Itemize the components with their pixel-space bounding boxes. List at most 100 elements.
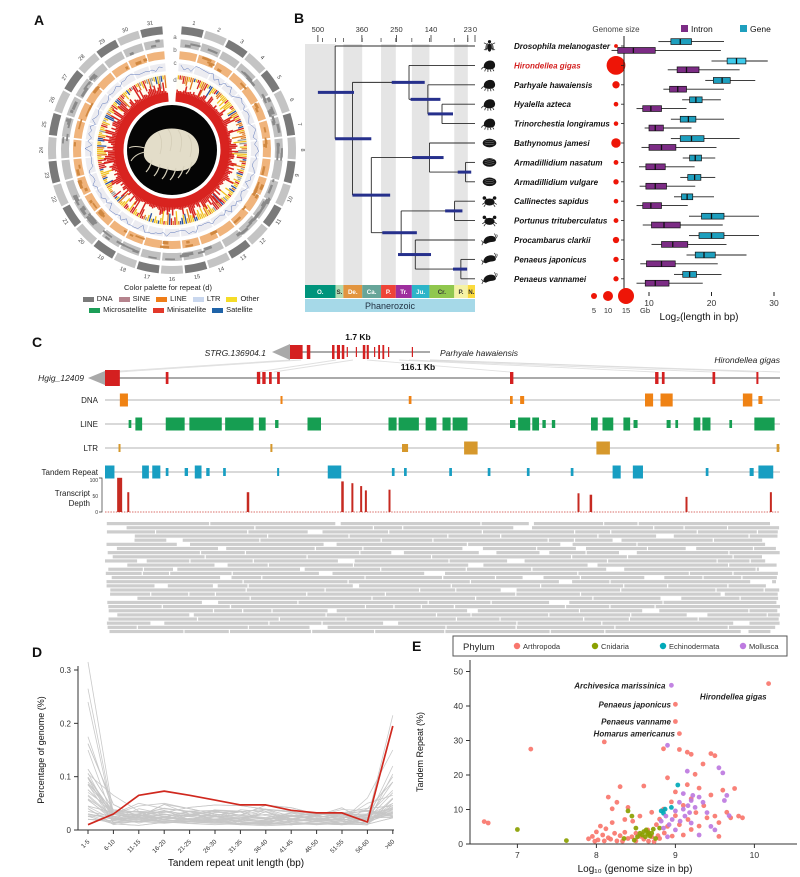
- svg-text:250: 250: [390, 25, 403, 34]
- species-icon-shrimp: [481, 233, 498, 246]
- scatter-series-cnidaria: [515, 808, 662, 843]
- species-icon-amphipod: [481, 118, 496, 131]
- legend-swatch-microsatellite: [89, 307, 101, 313]
- legend-swatch-line: [156, 296, 168, 302]
- species-icon-isopod: [482, 157, 497, 168]
- svg-text:31: 31: [147, 20, 154, 27]
- svg-text:41-45: 41-45: [278, 838, 295, 855]
- svg-text:3: 3: [239, 39, 245, 46]
- svg-text:5: 5: [275, 75, 282, 81]
- species-icon-shrimp: [481, 272, 498, 285]
- svg-text:Portunus trituberculatus: Portunus trituberculatus: [514, 217, 608, 226]
- period-bands: [305, 44, 468, 285]
- track-dna: DNA: [81, 393, 780, 407]
- svg-text:Phylum: Phylum: [463, 642, 495, 653]
- svg-text:Gene: Gene: [750, 24, 771, 34]
- track-ltr: LTR: [83, 441, 780, 455]
- panel-a-repeat-legend: Color palette for repeat (d) DNA SINE LINE…: [36, 282, 300, 315]
- svg-text:1-5: 1-5: [80, 838, 92, 850]
- svg-text:Echinodermata: Echinodermata: [669, 642, 720, 651]
- svg-text:Transcript: Transcript: [55, 489, 91, 498]
- svg-text:30: 30: [769, 298, 779, 308]
- svg-text:Intron: Intron: [691, 24, 713, 34]
- svg-text:56-60: 56-60: [354, 838, 371, 855]
- svg-text:Hirondellea gigas: Hirondellea gigas: [514, 61, 581, 70]
- svg-text:Log₂(length in bp): Log₂(length in bp): [660, 312, 739, 323]
- bottom-gene-model: Hgig_12409 116.1 Kb Hirondellea gigas: [38, 355, 781, 386]
- svg-text:LTR: LTR: [83, 444, 98, 453]
- svg-text:13: 13: [239, 254, 248, 262]
- svg-text:Percentage of genome (%): Percentage of genome (%): [36, 696, 46, 804]
- gray-species-lines: [87, 661, 394, 827]
- svg-text:40: 40: [454, 701, 464, 711]
- svg-text:0: 0: [95, 510, 98, 516]
- svg-text:Tandem repeat unit length (bp): Tandem repeat unit length (bp): [168, 858, 304, 869]
- svg-text:10: 10: [604, 306, 612, 315]
- species-icon-fly: [483, 39, 496, 53]
- svg-text:0: 0: [458, 839, 463, 849]
- svg-text:26: 26: [49, 96, 57, 104]
- svg-text:Cnidaria: Cnidaria: [601, 642, 630, 651]
- svg-text:0: 0: [473, 25, 477, 34]
- red-highlight-line: [87, 725, 394, 826]
- svg-text:0.1: 0.1: [60, 773, 72, 782]
- svg-text:27: 27: [61, 73, 69, 82]
- svg-text:6: 6: [288, 97, 295, 102]
- svg-text:11-15: 11-15: [126, 838, 142, 854]
- species-icon-crab: [481, 195, 498, 208]
- svg-text:1.7 Kb: 1.7 Kb: [345, 332, 371, 342]
- time-axis: 500 360 250 140 23 0: [312, 25, 477, 42]
- scatter-series-echinodermata: [658, 782, 681, 816]
- svg-text:N.: N.: [468, 289, 474, 296]
- svg-text:Drosophila melanogaster: Drosophila melanogaster: [514, 42, 611, 51]
- svg-text:c: c: [173, 60, 176, 67]
- svg-text:51-55: 51-55: [329, 838, 346, 855]
- svg-text:P.: P.: [458, 289, 463, 296]
- species-icon-amphipod: [481, 79, 496, 92]
- svg-text:16-20: 16-20: [151, 838, 168, 855]
- svg-text:STRG.136904.1: STRG.136904.1: [205, 348, 267, 358]
- species-icon-isopod: [482, 177, 497, 187]
- legend-swatch-sine: [118, 296, 130, 302]
- svg-text:4: 4: [259, 55, 265, 61]
- scatter-series-arthropoda: [481, 681, 771, 844]
- scatter-points: [481, 681, 771, 844]
- svg-text:Ju.: Ju.: [416, 289, 425, 296]
- panel-b-phylogeny-boxplot: 500 360 250 140 23 0 O. S. De. Ca. P. Tr. Ju. Cr. P. N.…: [305, 24, 779, 323]
- svg-text:0: 0: [67, 826, 72, 835]
- svg-text:a: a: [173, 34, 177, 41]
- svg-text:DNA: DNA: [81, 396, 99, 405]
- svg-text:20: 20: [77, 238, 86, 247]
- panel-d-label: D: [32, 644, 43, 660]
- svg-text:31-35: 31-35: [227, 838, 244, 855]
- svg-text:P.: P.: [386, 289, 391, 296]
- svg-text:30: 30: [454, 736, 464, 746]
- svg-text:26-30: 26-30: [202, 838, 219, 855]
- svg-text:12: 12: [259, 238, 268, 247]
- svg-text:500: 500: [312, 25, 325, 34]
- svg-text:Tandem Repeat: Tandem Repeat: [42, 468, 99, 477]
- svg-text:116.1 Kb: 116.1 Kb: [401, 362, 436, 372]
- svg-text:De.: De.: [348, 289, 358, 296]
- panel-a-circos-plot: 1234567891011121314151617181920212223242…: [39, 20, 305, 283]
- svg-text:Mollusca: Mollusca: [749, 642, 779, 651]
- svg-text:22: 22: [49, 196, 57, 204]
- svg-text:21: 21: [61, 218, 69, 227]
- svg-text:0.3: 0.3: [60, 666, 72, 675]
- panel-b-legend: Genome size Intron Gene: [592, 24, 771, 34]
- svg-text:15: 15: [194, 274, 201, 281]
- ring-letter-labels: abc d: [173, 34, 177, 84]
- svg-text:Phanerozoic: Phanerozoic: [365, 301, 416, 311]
- svg-text:Trinorchestia longiramus: Trinorchestia longiramus: [514, 120, 610, 129]
- svg-text:7: 7: [296, 122, 303, 126]
- svg-text:Armadillidium vulgare: Armadillidium vulgare: [513, 178, 599, 187]
- ring-a-track: [61, 39, 283, 261]
- svg-text:8: 8: [594, 850, 599, 860]
- panel-e-scatter-plot: 7 8 9 10 0 10 20 30 40 50 Log₁₀ (genome size in bp…: [415, 635, 797, 875]
- svg-text:Penaeus japonicus: Penaeus japonicus: [599, 700, 672, 709]
- svg-text:8: 8: [299, 148, 305, 151]
- geologic-period-bar: O. S. De. Ca. P. Tr. Ju. Cr. P. N. Phanerozoic: [305, 285, 475, 312]
- svg-text:28: 28: [78, 54, 87, 63]
- svg-text:Hirondellea gigas: Hirondellea gigas: [700, 693, 767, 702]
